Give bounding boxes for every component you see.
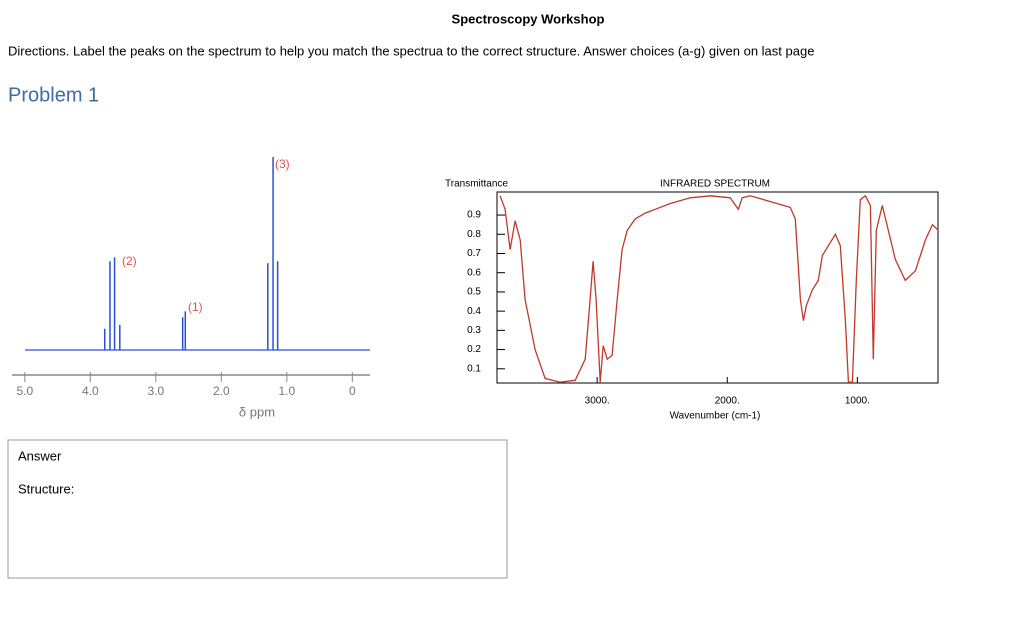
x-tick-label: 4.0 [82, 384, 99, 398]
x-tick-label: 0 [349, 384, 356, 398]
y-axis-label: Transmittance [445, 179, 508, 190]
peak-label: (2) [122, 254, 137, 268]
x-tick-label: 2000. [715, 396, 740, 407]
nmr-spectrum: 5.0 4.0 3.0 2.0 1.0 0 δ ppm (2) (1) (3) [12, 157, 370, 419]
y-tick-label: 0.5 [467, 287, 481, 298]
y-tick-label: 0.2 [467, 344, 481, 355]
y-tick-label: 0.8 [467, 229, 481, 240]
peak-label: (3) [275, 157, 290, 171]
y-tick-label: 0.9 [467, 210, 481, 221]
directions: Directions. Label the peaks on the spect… [8, 43, 814, 58]
x-tick-label: 3000. [585, 396, 610, 407]
x-tick-label: 1000. [845, 396, 870, 407]
ir-curve [499, 194, 939, 383]
chart-title: INFRARED SPECTRUM [660, 179, 770, 190]
x-axis-label: Wavenumber (cm-1) [670, 411, 761, 422]
answer-box [7, 439, 508, 579]
x-tick-label: 5.0 [16, 384, 33, 398]
ir-spectrum: Transmittance INFRARED SPECTRUM Wavenumber… [445, 179, 939, 422]
y-tick-label: 0.7 [467, 248, 481, 259]
structure-label: Structure: [18, 481, 74, 496]
y-tick-label: 0.1 [467, 363, 481, 374]
y-tick-label: 0.4 [467, 306, 481, 317]
x-tick-label: 1.0 [278, 384, 295, 398]
y-tick-label: 0.3 [467, 325, 481, 336]
plot-frame [496, 191, 939, 384]
peak-label: (1) [188, 300, 203, 314]
x-tick-label: 2.0 [213, 384, 230, 398]
x-axis-label: δ ppm [239, 404, 275, 419]
x-tick-label: 3.0 [147, 384, 164, 398]
answer-label: Answer [18, 448, 62, 463]
problem-heading: Problem 1 [8, 84, 99, 106]
page-title: Spectroscopy Workshop [452, 11, 605, 26]
y-tick-label: 0.6 [467, 267, 481, 278]
